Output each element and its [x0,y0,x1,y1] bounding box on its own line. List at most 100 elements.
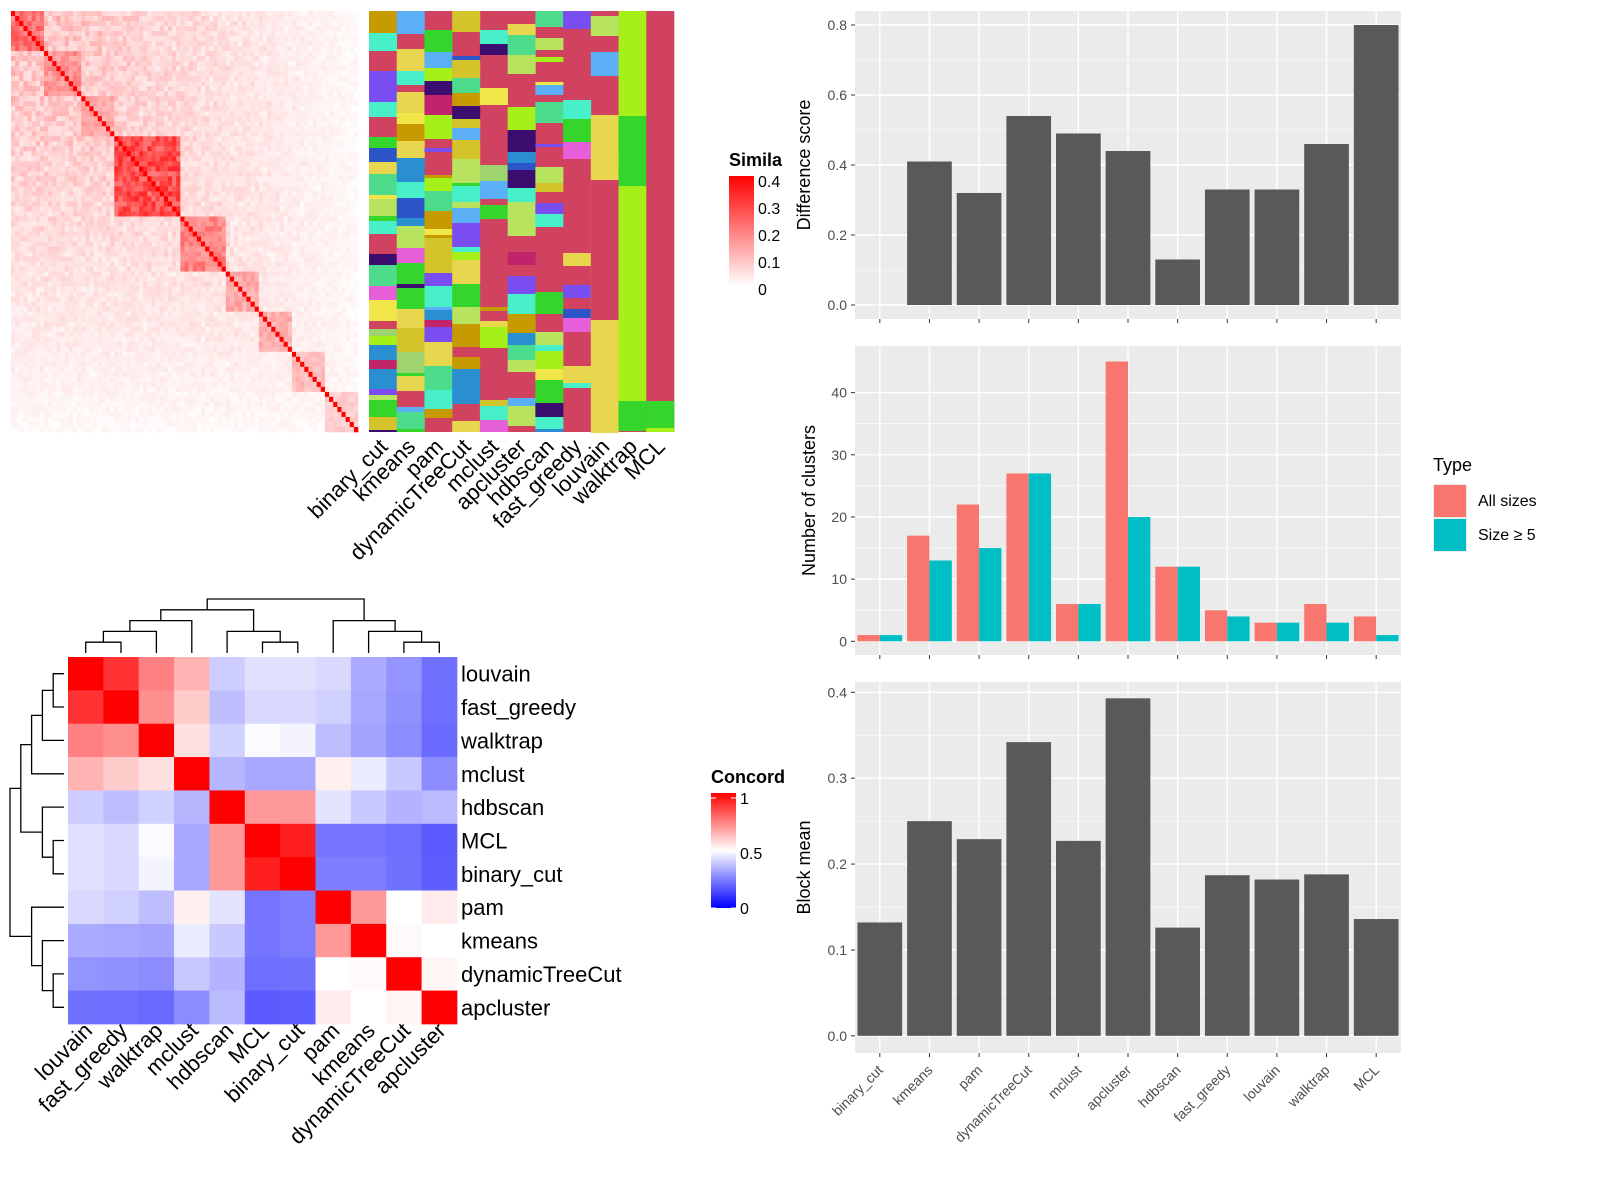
similarity-cell [221,301,227,307]
similarity-cell [101,301,107,307]
similarity-cell [196,296,202,302]
similarity-cell [11,91,16,97]
similarity-cell [246,36,251,42]
similarity-cell [213,301,218,307]
similarity-cell [246,256,251,262]
similarity-cell [242,241,247,247]
similarity-cell [143,111,148,117]
similarity-cell [130,66,136,72]
similarity-cell [134,36,140,42]
similarity-cell [209,176,214,182]
similarity-cell [262,301,268,307]
similarity-cell [324,211,330,217]
similarity-cell [324,151,330,157]
similarity-cell [349,66,355,72]
similarity-cell [254,71,260,77]
similarity-cell [101,46,107,52]
similarity-cell [205,226,210,232]
similarity-cell [155,96,161,102]
similarity-cell [238,101,243,107]
similarity-cell [23,36,28,42]
similarity-cell [324,261,330,267]
similarity-cell [27,281,32,287]
similarity-cell [139,211,144,217]
similarity-cell [184,96,189,102]
similarity-cell [184,186,189,192]
similarity-cell [97,206,103,212]
similarity-cell [238,301,243,307]
similarity-cell [275,236,280,242]
similarity-cell [93,161,99,167]
similarity-cell [217,246,222,252]
similarity-cell [308,251,313,257]
similarity-cell [275,46,280,52]
similarity-cell [316,61,322,67]
similarity-cell [52,146,57,152]
similarity-cell [267,296,272,302]
similarity-cell [205,251,210,257]
similarity-cell [106,31,111,37]
similarity-cell [279,256,284,262]
similarity-cell [35,171,41,177]
similarity-cell [209,296,214,302]
similarity-cell [287,206,293,212]
similarity-cell [48,161,53,167]
similarity-cell [11,26,16,32]
similarity-cell [196,191,202,197]
similarity-cell [48,296,53,302]
similarity-cell [23,156,28,162]
similarity-cell [60,66,65,72]
similarity-cell [151,291,156,297]
similarity-cell [324,236,330,242]
similarity-cell [242,56,247,62]
similarity-cell [267,241,272,247]
similarity-cell [176,191,181,197]
similarity-cell [72,36,78,42]
similarity-cell [122,16,127,22]
similarity-cell [192,171,198,177]
similarity-cell [188,141,194,147]
similarity-cell [300,261,305,267]
similarity-cell [333,181,338,187]
similarity-cell [134,261,140,267]
similarity-cell [27,71,32,77]
similarity-cell [27,226,32,232]
similarity-cell [97,81,103,87]
similarity-cell [143,181,148,187]
similarity-cell [151,236,156,242]
similarity-cell [271,51,276,57]
similarity-cell [201,256,206,262]
similarity-cell [316,41,322,47]
similarity-cell [89,141,94,147]
similarity-cell [15,131,20,137]
similarity-cell [229,216,235,222]
similarity-cell [324,126,330,132]
similarity-cell [11,291,16,297]
similarity-cell [287,256,293,262]
similarity-cell [316,46,322,52]
similarity-cell [267,21,272,27]
similarity-cell [122,226,127,232]
similarity-cell [151,161,156,167]
similarity-cell [72,251,78,257]
similarity-cell [35,136,41,142]
similarity-cell [291,101,297,107]
similarity-cell [143,151,148,157]
similarity-cell [234,86,239,92]
similarity-cell [283,106,289,112]
similarity-cell [159,61,165,67]
similarity-cell [52,71,57,77]
similarity-cell [134,41,140,47]
similarity-cell [35,66,41,72]
similarity-cell [192,161,198,167]
similarity-cell [122,186,127,192]
similarity-cell [167,256,173,262]
similarity-cell [217,156,222,162]
similarity-cell [349,16,355,22]
similarity-cell [217,171,222,177]
similarity-cell [44,241,49,247]
similarity-cell [229,66,235,72]
similarity-cell [77,216,82,222]
similarity-cell [56,226,61,232]
similarity-cell [221,196,227,202]
